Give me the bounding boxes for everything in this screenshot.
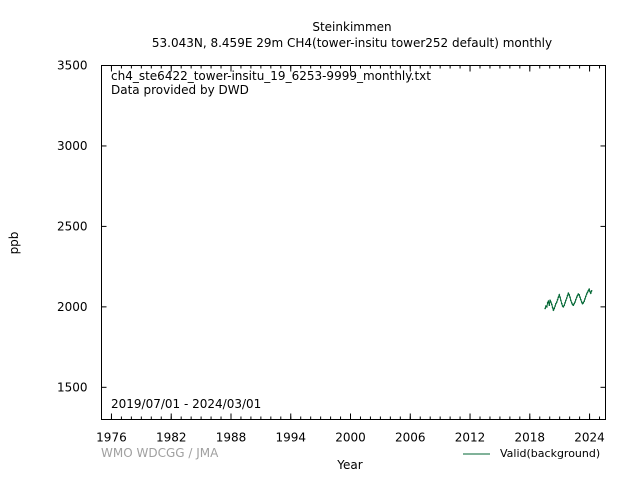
data-point xyxy=(557,296,560,299)
data-point xyxy=(555,302,557,305)
y-tick-label: 1500 xyxy=(57,380,88,394)
data-point xyxy=(544,307,546,310)
x-axis-label: Year xyxy=(337,458,363,472)
data-point xyxy=(552,309,555,311)
y-tick-label: 2500 xyxy=(57,219,88,233)
data-point xyxy=(576,294,579,297)
station-title: Steinkimmen xyxy=(312,20,392,34)
data-point xyxy=(559,296,561,299)
data-point xyxy=(569,296,571,299)
data-point xyxy=(563,304,566,307)
y-tick-label: 3500 xyxy=(57,59,88,73)
data-point xyxy=(560,302,563,305)
data-point xyxy=(551,303,553,306)
data-point xyxy=(584,298,586,300)
data-point xyxy=(562,306,565,308)
data-point xyxy=(565,299,567,302)
data-point xyxy=(584,295,587,298)
plot-frame xyxy=(101,65,606,420)
data-point xyxy=(556,298,559,301)
data-point xyxy=(587,289,590,292)
data-point xyxy=(560,299,562,302)
data-point xyxy=(579,296,581,299)
data-point xyxy=(551,306,554,309)
credit-text: WMO WDCGG / JMA xyxy=(101,446,219,460)
data-point xyxy=(579,298,582,301)
data-point xyxy=(558,293,561,296)
data-point xyxy=(555,301,558,303)
data-point xyxy=(564,302,566,304)
data-point xyxy=(548,304,551,307)
x-tick-label: 1994 xyxy=(275,431,306,445)
axis-tick-labels: 1500 2000 2500 3000 3500 1976 1982 1988 1994 2000… xyxy=(57,59,605,445)
x-tick-label: 2018 xyxy=(515,431,546,445)
data-filename: ch4_ste6422_tower-insitu_19_6253-9999_mo… xyxy=(111,69,431,83)
x-tick-label: 1976 xyxy=(96,431,127,445)
series-line xyxy=(544,287,593,312)
data-point xyxy=(588,288,590,290)
data-point xyxy=(589,290,591,293)
data-point xyxy=(546,302,549,304)
data-point xyxy=(575,296,578,299)
axis-ticks xyxy=(101,65,606,420)
x-tick-label: 2006 xyxy=(395,431,426,445)
data-point xyxy=(574,301,576,303)
data-point xyxy=(578,293,581,296)
data-point xyxy=(554,305,556,307)
x-tick-label: 2024 xyxy=(574,431,605,445)
y-tick-label: 2000 xyxy=(57,300,88,314)
data-point xyxy=(573,302,576,305)
data-point xyxy=(572,304,575,307)
data-point xyxy=(590,289,593,292)
data-point xyxy=(567,292,570,294)
x-tick-label: 2012 xyxy=(455,431,486,445)
data-period: 2019/07/01 - 2024/03/01 xyxy=(111,397,262,411)
data-point xyxy=(575,298,577,301)
data-point xyxy=(570,302,573,304)
x-tick-label: 2000 xyxy=(335,431,366,445)
data-point xyxy=(553,307,556,310)
data-point xyxy=(565,297,568,299)
data-point xyxy=(586,291,589,294)
data-point xyxy=(580,301,583,303)
data-point xyxy=(550,301,552,303)
x-tick-label: 1982 xyxy=(156,431,187,445)
data-point xyxy=(583,300,585,303)
data-provider: Data provided by DWD xyxy=(111,83,249,97)
data-point xyxy=(585,293,588,295)
y-tick-label: 3000 xyxy=(57,139,88,153)
data-point xyxy=(566,294,569,297)
data-point xyxy=(589,292,592,294)
data-point xyxy=(547,300,550,303)
data-point xyxy=(570,299,572,302)
legend-label: Valid(background) xyxy=(500,447,601,460)
chart-subtitle: 53.043N, 8.459E 29m CH4(tower-insitu tow… xyxy=(151,36,553,50)
data-point xyxy=(568,293,571,296)
x-tick-label: 1988 xyxy=(216,431,247,445)
data-point xyxy=(549,299,551,302)
series-group xyxy=(544,287,593,312)
data-point xyxy=(582,302,585,304)
data-point xyxy=(546,306,548,308)
